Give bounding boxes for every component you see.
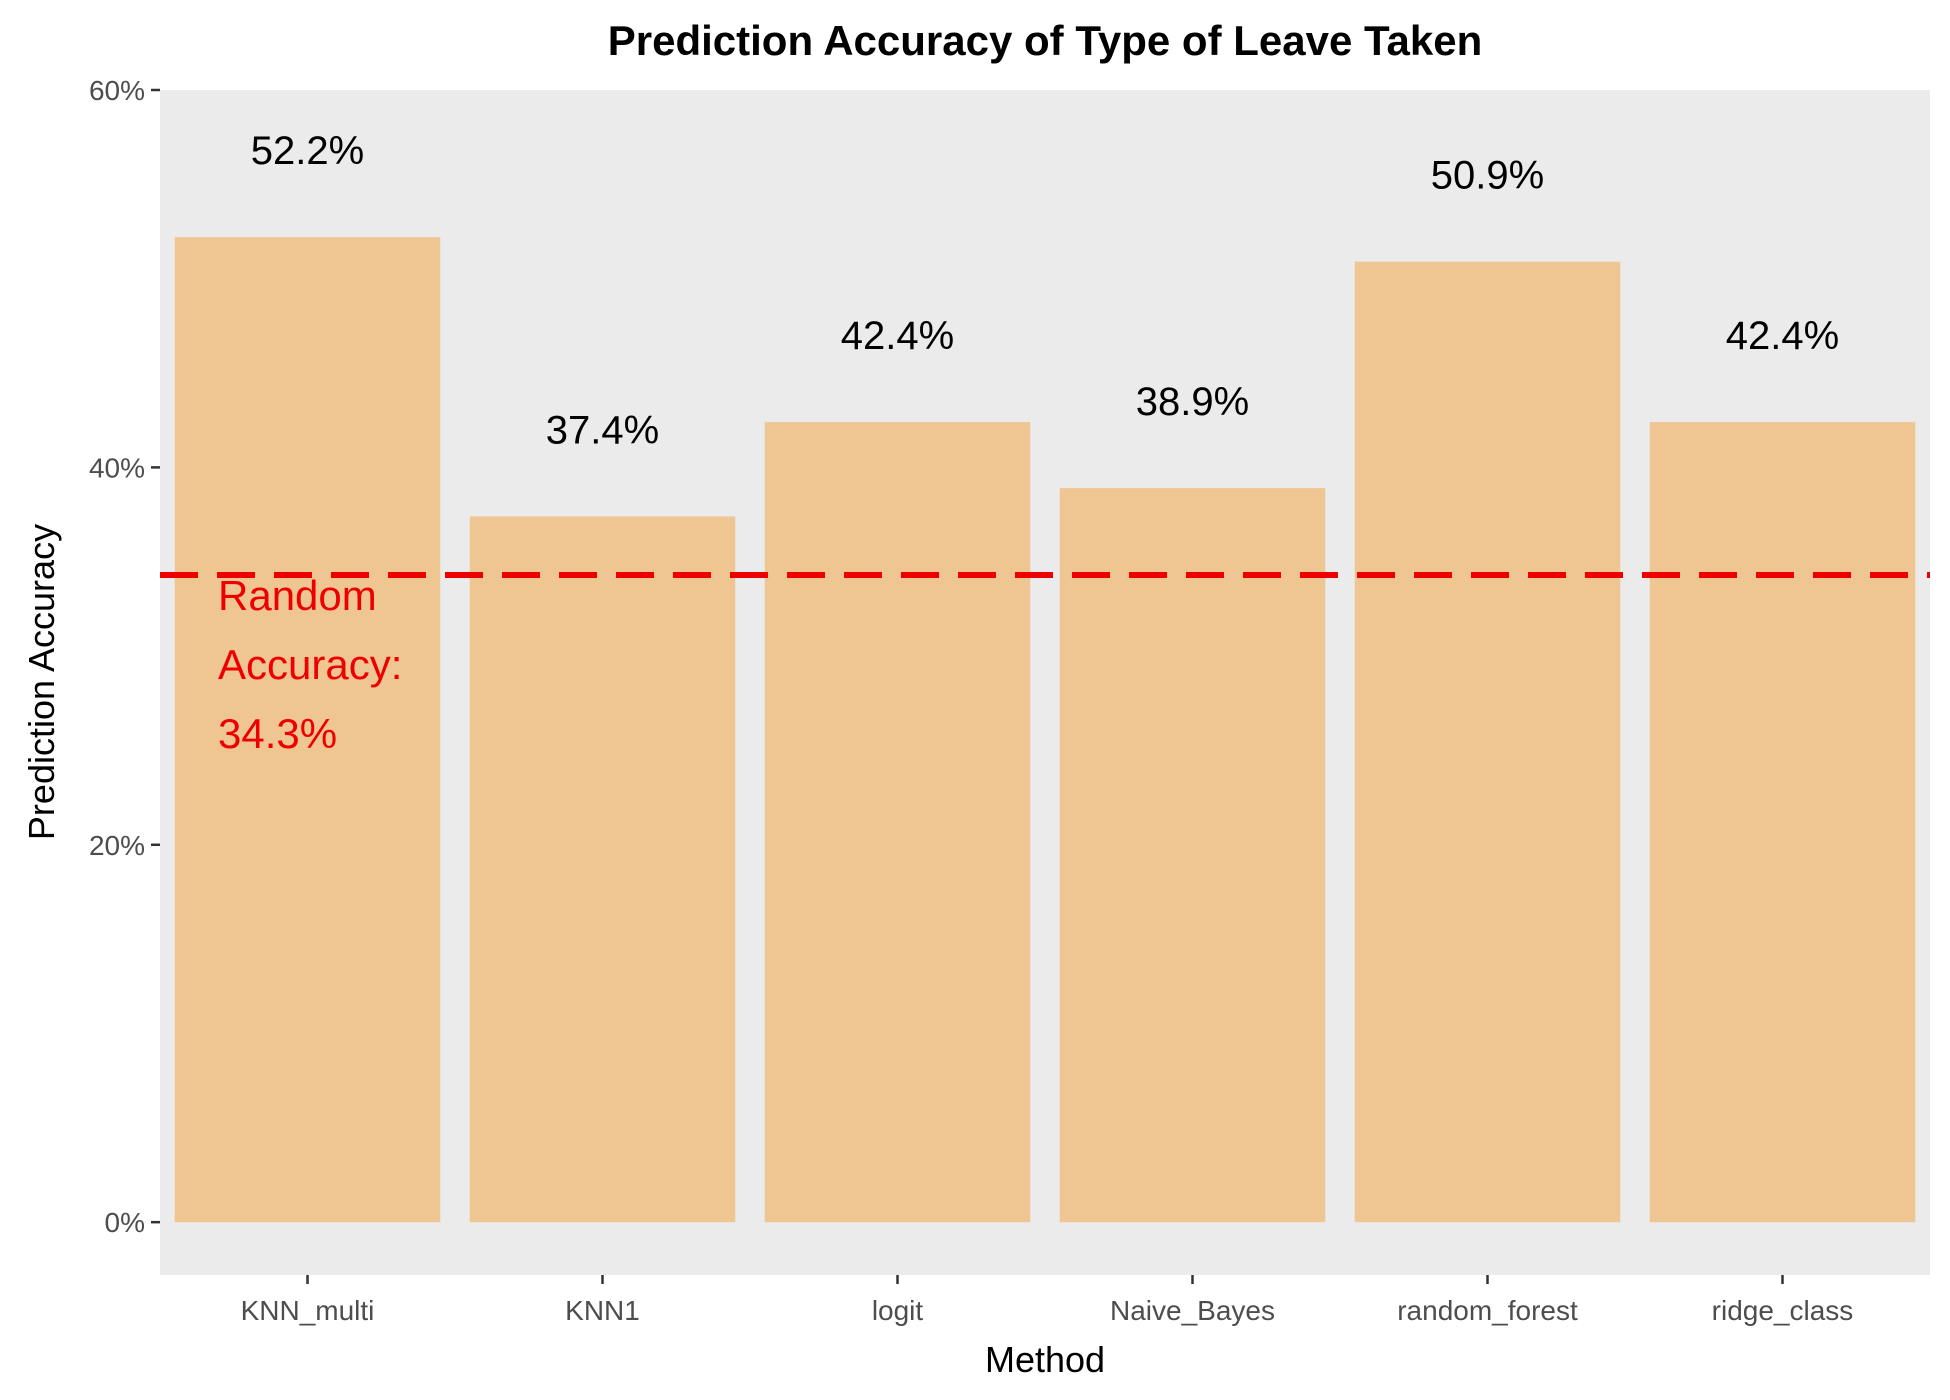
y-axis-title: Prediction Accuracy — [21, 524, 62, 840]
data-label-logit: 42.4% — [841, 314, 954, 358]
bars — [174, 237, 1916, 1223]
x-tick-label-logit: logit — [872, 1295, 924, 1326]
data-label-ridge_class: 42.4% — [1726, 314, 1839, 358]
reference-label-line-3: 34.3% — [218, 710, 337, 757]
y-tick-label-60: 60% — [89, 75, 145, 106]
x-axis: KNN_multi KNN1 logit Naive_Bayes random_fore… — [241, 1275, 1854, 1326]
x-tick-label-KNN_multi: KNN_multi — [241, 1295, 375, 1326]
bar-random_forest — [1354, 261, 1621, 1223]
bar-KNN_multi — [174, 237, 441, 1223]
y-tick-label-0: 0% — [105, 1207, 145, 1238]
data-label-KNN_multi: 52.2% — [251, 129, 364, 173]
x-tick-label-Naive_Bayes: Naive_Bayes — [1110, 1295, 1275, 1326]
data-label-KNN1: 37.4% — [546, 408, 659, 452]
x-axis-title: Method — [985, 1339, 1105, 1380]
reference-label-line-2: Accuracy: — [218, 641, 402, 688]
plot-panel — [160, 90, 1930, 1275]
data-labels: 52.2% 37.4% 42.4% 38.9% 50.9% 42.4% — [251, 129, 1839, 452]
reference-line-group: Random Accuracy: 34.3% — [160, 571, 1930, 757]
y-tick-label-40: 40% — [89, 452, 145, 483]
x-tick-label-KNN1: KNN1 — [565, 1295, 640, 1326]
reference-label-line-1: Random — [218, 572, 377, 619]
bar-Naive_Bayes — [1059, 488, 1326, 1223]
data-label-Naive_Bayes: 38.9% — [1136, 380, 1249, 424]
data-label-random_forest: 50.9% — [1431, 154, 1544, 198]
bar-ridge_class — [1649, 422, 1916, 1223]
y-axis: 0% 20% 40% 60% — [89, 75, 160, 1238]
chart-title: Prediction Accuracy of Type of Leave Tak… — [608, 17, 1483, 64]
x-tick-label-random_forest: random_forest — [1397, 1295, 1578, 1326]
y-tick-label-20: 20% — [89, 830, 145, 861]
bar-logit — [764, 422, 1031, 1223]
x-tick-label-ridge_class: ridge_class — [1712, 1295, 1854, 1326]
bar-KNN1 — [469, 516, 736, 1223]
